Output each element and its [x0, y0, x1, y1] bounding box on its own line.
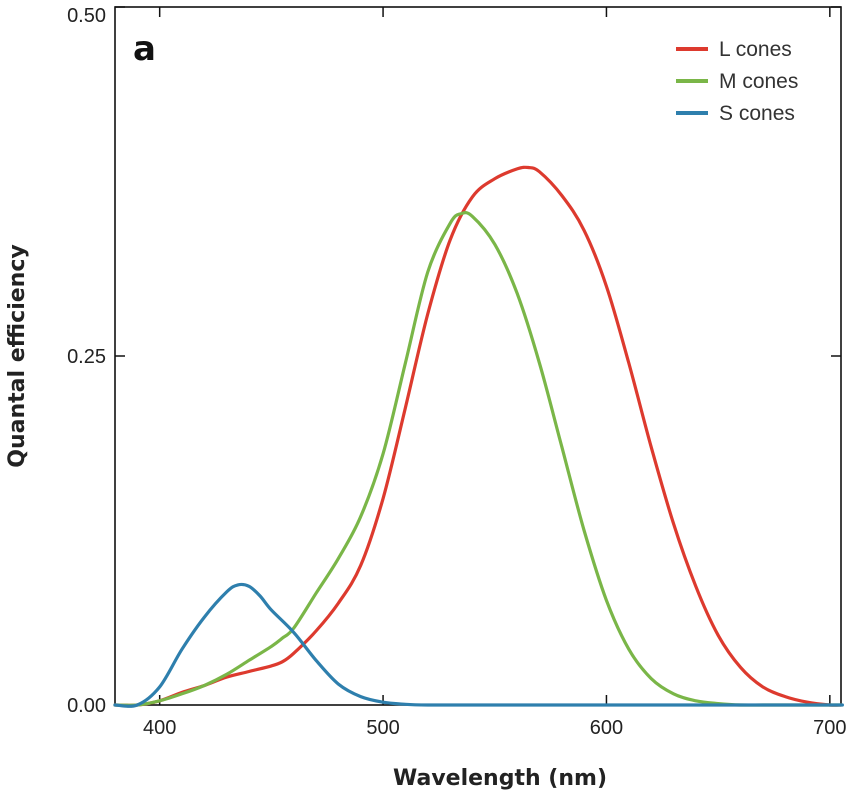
y-tick-label: 0.50	[67, 5, 106, 27]
legend-label-m-cones: M cones	[719, 70, 798, 93]
y-tick-label: 0.00	[67, 695, 106, 717]
x-tick-label: 600	[590, 717, 623, 739]
legend-label-s-cones: S cones	[719, 102, 795, 125]
series-lines	[113, 165, 844, 708]
series-line-s-cones	[113, 582, 844, 708]
panel-label: a	[133, 29, 156, 69]
y-axis-title: Quantal efficiency	[5, 244, 30, 467]
y-tick-label: 0.25	[67, 346, 106, 368]
x-axis-title: Wavelength (nm)	[393, 766, 607, 791]
series-line-m-cones	[113, 211, 843, 707]
legend: L cones M cones S cones	[676, 38, 798, 125]
x-tick-label: 700	[813, 717, 846, 739]
legend-label-l-cones: L cones	[719, 38, 792, 61]
x-tick-label: 400	[143, 717, 176, 739]
axis-tick-labels: 400 500 600 700 0.00 0.25 0.50	[67, 5, 846, 739]
series-line-l-cones	[113, 165, 843, 707]
x-tick-label: 500	[366, 717, 399, 739]
